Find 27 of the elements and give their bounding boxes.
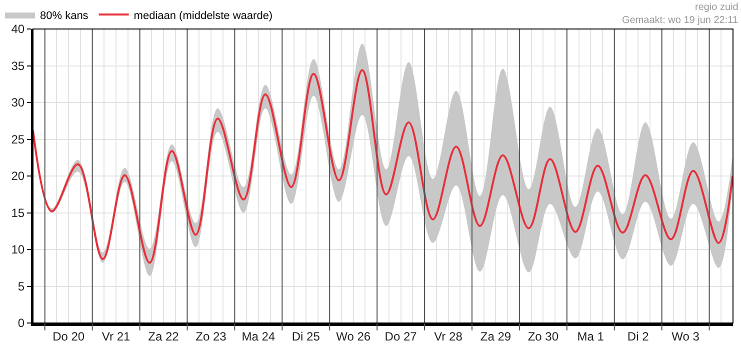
text: regio zuid [695,2,738,13]
y-tick-label: 20 [11,169,25,184]
text: Gemaakt: wo 19 jun 22:11 [622,15,738,26]
x-tick-label: Ma 24 [242,329,276,344]
y-tick-label: 0 [18,316,25,330]
y-tick-label: 40 [11,22,25,36]
x-tick-label: Wo 3 [672,329,700,344]
x-tick-label: Ma 1 [577,329,604,344]
text: 80% kans [40,10,89,22]
x-tick-label: Do 27 [384,329,418,344]
x-tick-label: Do 20 [52,329,85,344]
y-tick-label: 35 [11,58,25,73]
y-tick-label: 30 [11,96,25,110]
x-tick-label: Di 2 [627,329,650,344]
x-tick-label: Vr 28 [434,329,463,344]
x-tick-label: Zo 30 [528,329,559,344]
y-tick-label: 15 [11,206,25,220]
x-tick-label: Vr 21 [102,329,130,344]
x-tick-label: Wo 26 [336,329,371,344]
legend-label: mediaan (middelste waarde) [134,10,273,22]
y-tick-label: 5 [18,279,25,294]
x-tick-label: Zo 23 [196,329,227,344]
y-tick-label: 10 [11,242,25,257]
x-tick-label: Za 22 [148,329,180,344]
x-tick-label: Di 25 [292,329,320,344]
x-tick-label: Za 29 [480,329,512,344]
y-tick-label: 25 [11,132,25,146]
